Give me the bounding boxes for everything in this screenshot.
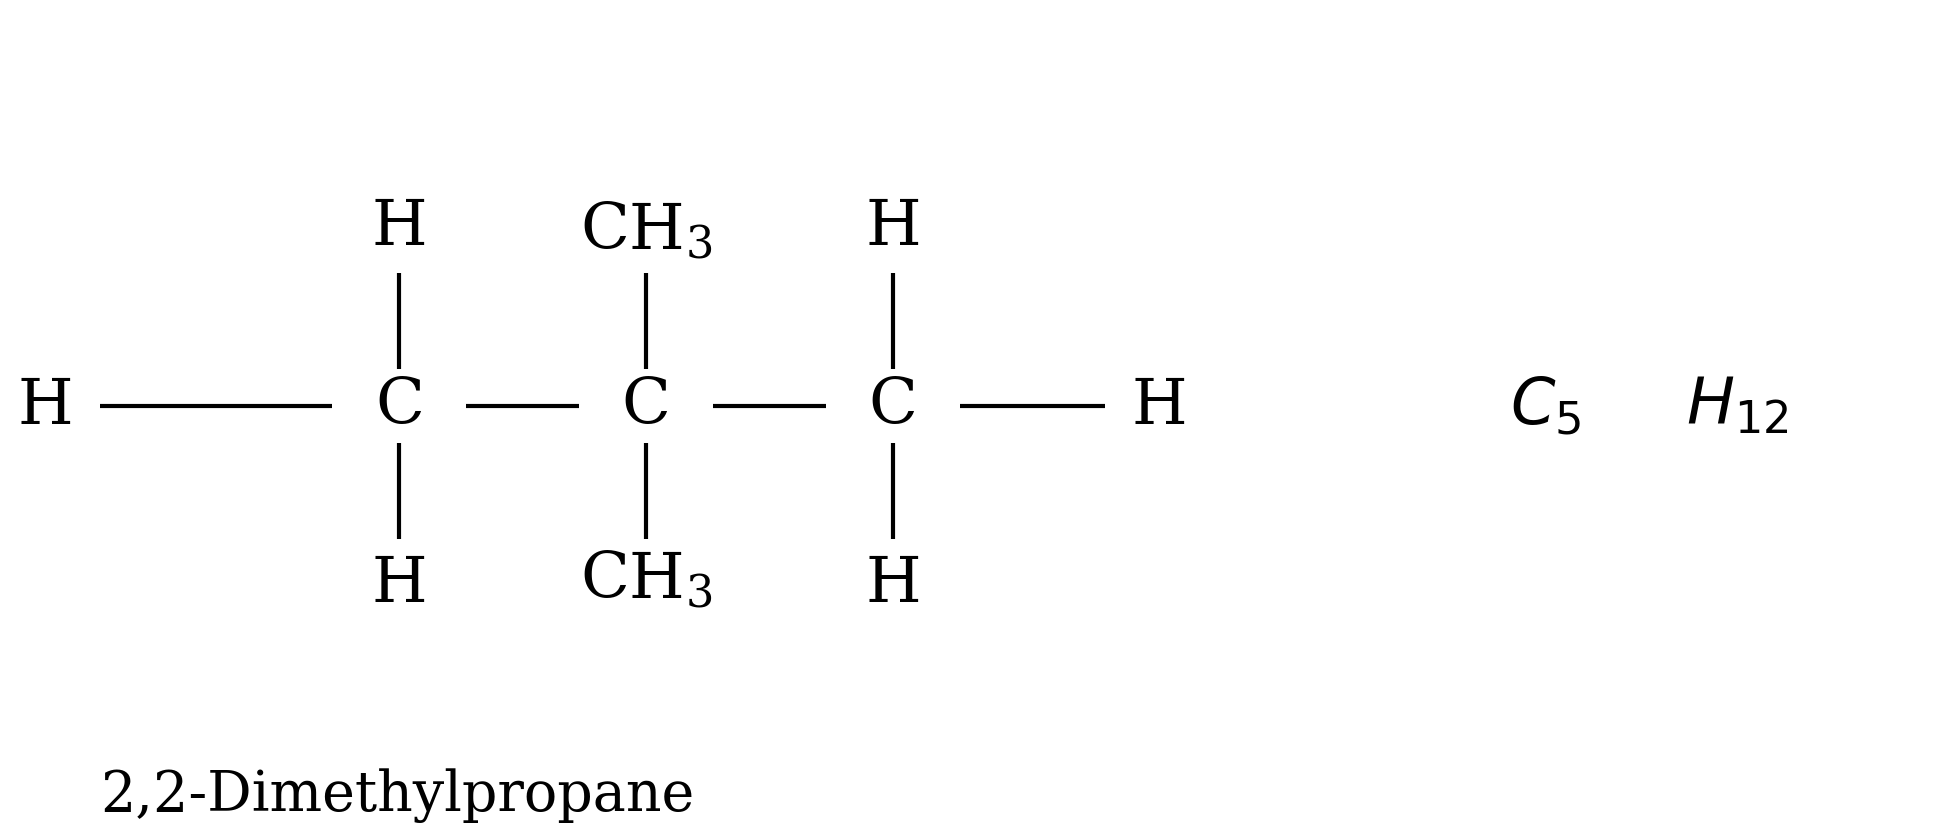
Text: H: H [18, 375, 72, 436]
Text: H: H [866, 197, 921, 258]
Text: H: H [371, 197, 428, 258]
Text: $\mathregular{CH_3}$: $\mathregular{CH_3}$ [581, 201, 712, 263]
Text: 2,2-Dimethylpropane: 2,2-Dimethylpropane [100, 768, 694, 823]
Text: $\mathregular{CH_3}$: $\mathregular{CH_3}$ [581, 549, 712, 611]
Text: H: H [866, 553, 921, 615]
Text: C: C [622, 375, 671, 436]
Text: $C_5$: $C_5$ [1509, 375, 1582, 437]
Text: H: H [371, 553, 428, 615]
Text: H: H [1132, 375, 1187, 436]
Text: C: C [375, 375, 424, 436]
Text: C: C [868, 375, 917, 436]
Text: $H_{12}$: $H_{12}$ [1687, 375, 1789, 436]
